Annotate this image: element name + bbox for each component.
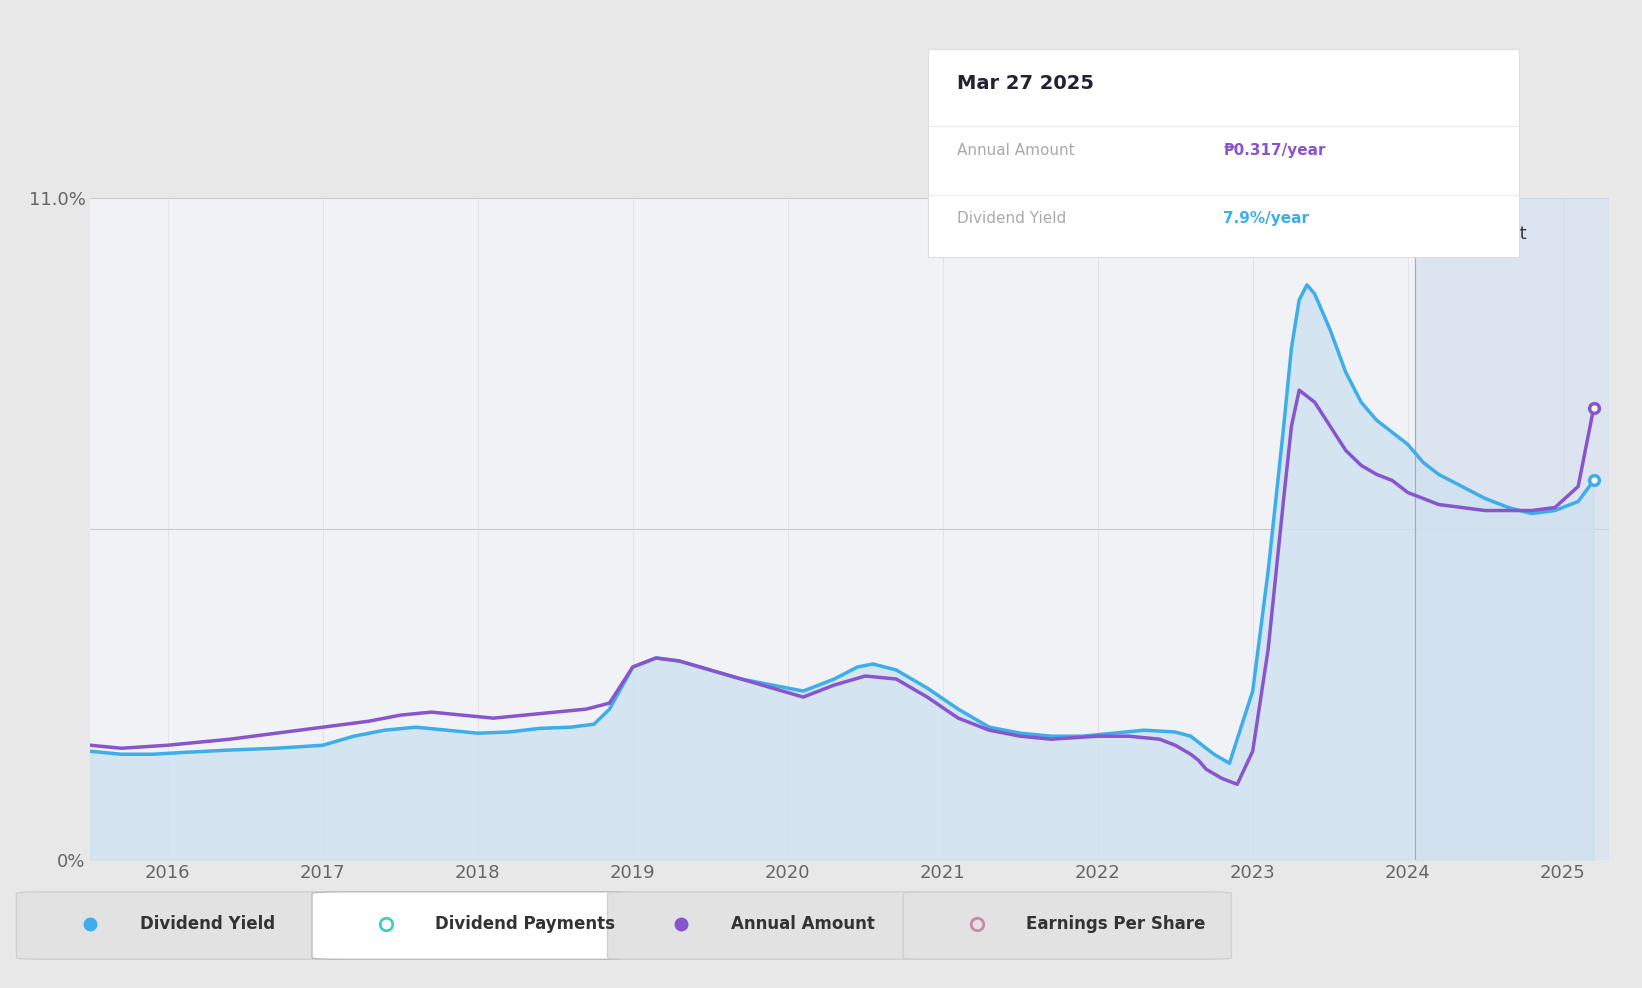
Text: Dividend Yield: Dividend Yield	[140, 915, 274, 933]
Text: Mar 27 2025: Mar 27 2025	[957, 74, 1094, 93]
FancyBboxPatch shape	[16, 892, 345, 959]
Text: 7.9%/year: 7.9%/year	[1223, 211, 1309, 226]
Text: Annual Amount: Annual Amount	[957, 143, 1076, 158]
FancyBboxPatch shape	[312, 892, 640, 959]
Text: Annual Amount: Annual Amount	[731, 915, 875, 933]
Text: ₱0.317/year: ₱0.317/year	[1223, 143, 1325, 158]
FancyBboxPatch shape	[608, 892, 936, 959]
Text: Earnings Per Share: Earnings Per Share	[1026, 915, 1205, 933]
Text: Dividend Payments: Dividend Payments	[435, 915, 616, 933]
Bar	[1415, 198, 1609, 860]
Text: Dividend Yield: Dividend Yield	[957, 211, 1067, 226]
Text: Past: Past	[1489, 224, 1527, 243]
FancyBboxPatch shape	[903, 892, 1232, 959]
